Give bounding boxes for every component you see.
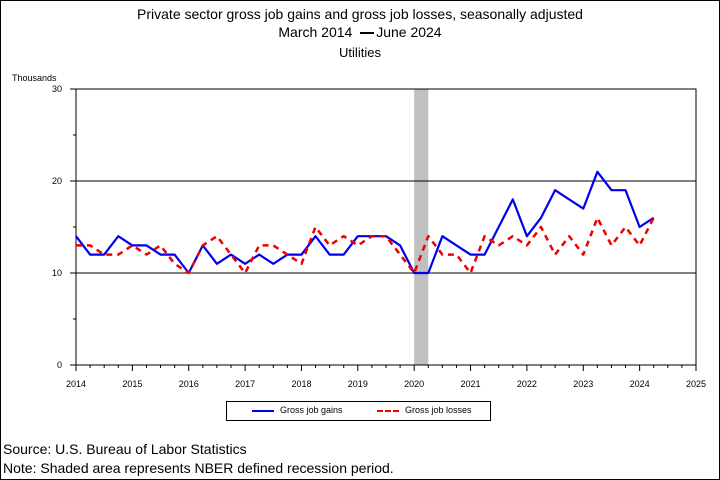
x-tick-label: 2021 [461,379,481,389]
x-tick-label: 2015 [122,379,142,389]
x-tick-label: 2024 [630,379,650,389]
y-tick-label: 0 [57,360,62,370]
legend-label-losses: Gross job losses [405,405,472,415]
legend-label-gains: Gross job gains [280,405,343,415]
y-tick-label: 10 [52,268,62,278]
x-tick-label: 2018 [291,379,311,389]
series-line-losses [76,216,655,275]
y-axis-units-label: Thousands [12,73,57,83]
x-tick-label: 2019 [348,379,368,389]
recession-note: Note: Shaded area represents NBER define… [3,460,394,476]
series-line-gains [75,170,655,275]
legend-item-losses: Gross job losses [377,405,472,415]
plot-area-border [75,88,697,366]
y-tick-label: 30 [52,84,62,94]
x-tick-label: 2014 [66,379,86,389]
y-tick-label: 20 [52,176,62,186]
x-tick-label: 2022 [517,379,537,389]
chart-title: Private sector gross job gains and gross… [137,6,583,22]
chart-period: March 2014 June 2024 [0,24,720,40]
legend-item-gains: Gross job gains [252,405,343,415]
chart-legend: Gross job gains Gross job losses [226,401,491,421]
x-tick-label: 2016 [179,379,199,389]
period-dash [360,32,375,35]
x-tick-label: 2020 [404,379,424,389]
recession-shading [414,89,429,365]
x-tick-label: 2017 [235,379,255,389]
line-chart: 0 10 20 30 2014 2015 2016 2017 2018 2019 2020 2021 2… [52,84,706,389]
x-tick-label: 2023 [573,379,593,389]
legend-swatch-losses [377,409,399,412]
legend-swatch-gains [252,409,274,412]
source-note: Source: U.S. Bureau of Labor Statistics [3,441,247,457]
period-start: March 2014 [278,24,353,40]
chart-subtitle: Utilities [339,45,381,60]
x-tick-label: 2025 [686,379,706,389]
period-end: June 2024 [376,24,442,40]
